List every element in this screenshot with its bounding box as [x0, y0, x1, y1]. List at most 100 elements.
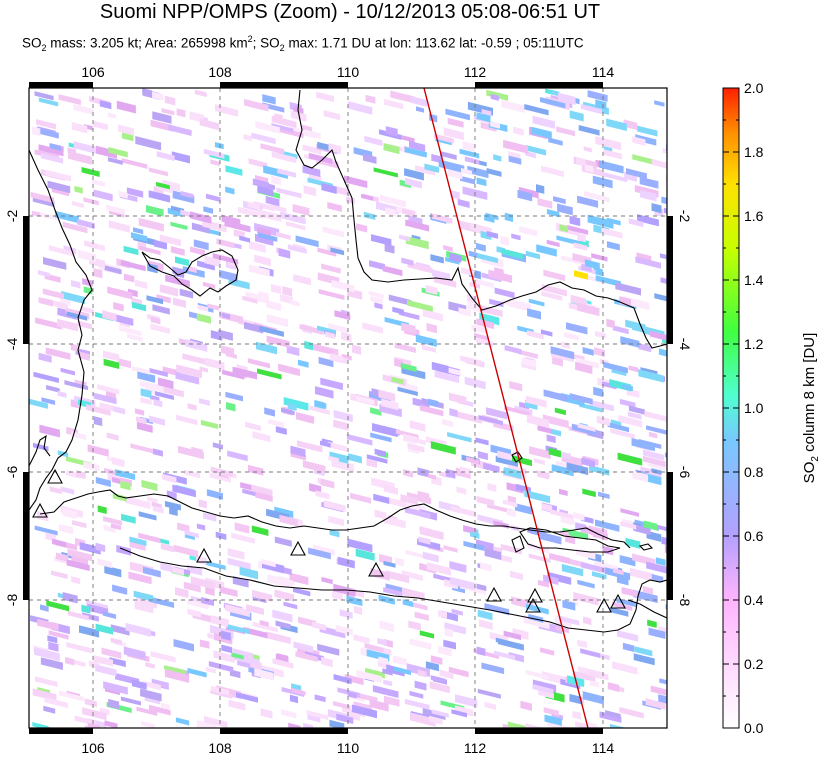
so2-pixel [219, 269, 238, 283]
so2-pixel [38, 297, 53, 307]
so2-pixel [557, 203, 573, 216]
so2-pixel [643, 449, 665, 461]
so2-pixel [574, 270, 588, 280]
so2-pixel [526, 603, 549, 615]
so2-pixel [325, 331, 335, 339]
so2-pixel [106, 432, 119, 441]
so2-pixel [276, 187, 302, 199]
so2-pixel [160, 543, 175, 553]
so2-pixel [489, 298, 504, 308]
so2-pixel [391, 376, 404, 385]
so2-pixel [162, 473, 177, 484]
so2-pixel [82, 612, 99, 622]
so2-pixel [407, 442, 425, 453]
so2-pixel [227, 547, 245, 560]
so2-pixel [511, 233, 521, 241]
so2-pixel [542, 414, 569, 429]
so2-pixel [138, 532, 161, 544]
so2-pixel [383, 587, 403, 597]
so2-pixel [490, 121, 501, 129]
so2-pixel [172, 190, 195, 204]
so2-pixel [197, 260, 215, 271]
triangle-icon [486, 586, 502, 602]
so2-pixel [380, 194, 406, 208]
so2-pixel [58, 523, 74, 535]
so2-pixel [199, 639, 210, 649]
so2-pixel [457, 411, 483, 424]
so2-pixel [328, 323, 348, 334]
so2-pixel [554, 407, 566, 416]
colorbar-tick-label: 0.8 [744, 464, 764, 480]
so2-pixel [348, 101, 373, 115]
so2-pixel [65, 744, 80, 755]
so2-pixel [364, 135, 383, 147]
so2-pixel [392, 306, 404, 315]
so2-pixel [227, 450, 248, 462]
so2-pixel [517, 189, 533, 202]
so2-pixel [541, 165, 564, 178]
so2-pixel [273, 734, 285, 742]
so2-pixel [183, 581, 201, 593]
so2-pixel [570, 294, 587, 307]
so2-pixel [38, 144, 64, 157]
so2-pixel [654, 100, 665, 107]
so2-pixel [176, 414, 198, 426]
so2-pixel [572, 670, 596, 683]
so2-pixel [460, 175, 476, 185]
so2-pixel [631, 734, 647, 744]
so2-pixel [471, 324, 488, 334]
so2-pixel [431, 361, 449, 374]
so2-pixel [170, 221, 188, 231]
so2-pixel [633, 653, 655, 666]
so2-pixel [329, 451, 349, 464]
so2-pixel [529, 446, 551, 460]
so2-pixel [95, 664, 117, 677]
so2-pixel [107, 286, 133, 300]
so2-pixel [557, 92, 576, 105]
so2-pixel [266, 300, 282, 312]
so2-pixel [199, 398, 210, 406]
so2-pixel [333, 419, 349, 431]
map-subtitle: SO2 mass: 3.205 kt; Area: 265998 km2; SO… [22, 34, 584, 54]
so2-pixel [378, 594, 395, 605]
so2-pixel [221, 312, 231, 320]
so2-pixel [519, 745, 532, 754]
lat-tick-label: -2 [677, 210, 693, 223]
so2-pixel [616, 732, 626, 739]
so2-pixel [165, 727, 187, 728]
so2-pixel [658, 694, 667, 707]
so2-pixel [487, 483, 497, 492]
so2-pixel [447, 431, 472, 443]
so2-pixel [199, 366, 208, 373]
so2-pixel [531, 126, 552, 139]
so2-pixel [198, 499, 207, 509]
so2-pixel [278, 363, 300, 377]
so2-pixel [57, 390, 67, 398]
so2-pixel [480, 305, 503, 318]
so2-pixel [323, 500, 346, 513]
so2-pixel [426, 323, 437, 334]
so2-pixel [248, 464, 264, 476]
so2-pixel [110, 523, 122, 531]
so2-pixel [414, 680, 427, 691]
so2-pixel [306, 710, 329, 721]
lat-tick-labels-right: -2 -4 -6 -8 [677, 210, 693, 607]
so2-pixel [130, 232, 148, 242]
so2-pixel [445, 366, 462, 376]
so2-pixel [480, 121, 497, 132]
so2-pixel [209, 472, 231, 483]
so2-pixel [410, 712, 436, 727]
so2-pixel [212, 253, 239, 265]
so2-pixel [503, 630, 522, 641]
so2-pixel [84, 240, 97, 249]
so2-pixel [350, 492, 372, 504]
lat-tick-labels-left: -2 -4 -6 -8 [4, 210, 20, 607]
so2-pixel [447, 169, 463, 180]
so2-pixel [279, 514, 298, 527]
so2-pixel [569, 110, 584, 122]
triangle-icon [368, 561, 384, 577]
so2-pixel [490, 93, 499, 101]
so2-pixel [430, 254, 444, 264]
so2-pixel [618, 414, 643, 428]
so2-pixel [329, 529, 340, 538]
